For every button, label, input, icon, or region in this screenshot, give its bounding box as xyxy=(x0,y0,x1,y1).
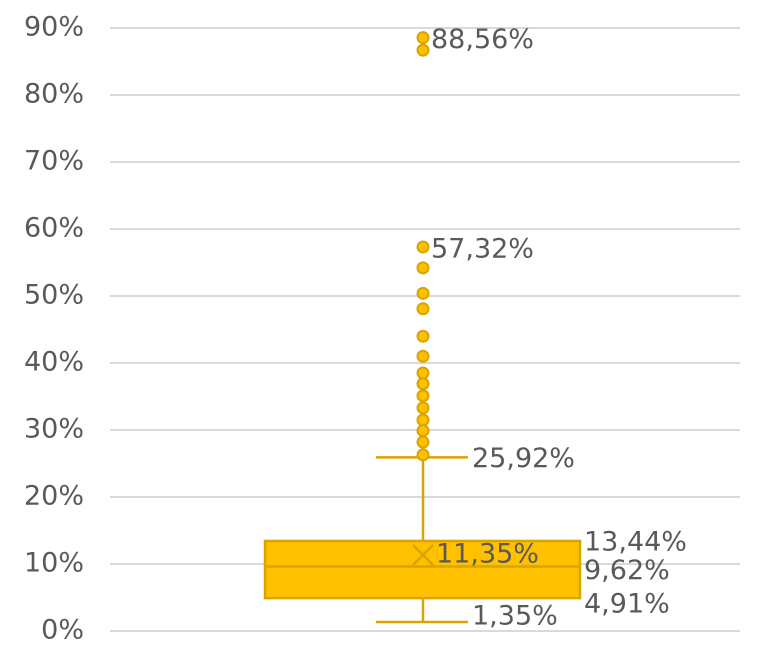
y-tick-label: 40% xyxy=(24,347,84,378)
y-tick-label: 60% xyxy=(24,213,84,244)
outlier xyxy=(416,349,430,363)
outlier xyxy=(416,413,430,427)
y-tick-label: 0% xyxy=(41,615,84,646)
outlier xyxy=(416,401,430,415)
value-label: 4,91% xyxy=(584,589,670,620)
outlier xyxy=(416,240,430,254)
outlier xyxy=(416,286,430,300)
y-tick-label: 50% xyxy=(24,280,84,311)
outlier xyxy=(416,448,430,462)
outlier xyxy=(416,31,430,45)
value-label: 9,62% xyxy=(584,555,670,586)
outlier-label: 88,56% xyxy=(431,24,534,55)
box xyxy=(263,539,582,600)
outlier xyxy=(416,435,430,449)
outlier-label: 57,32% xyxy=(431,233,534,264)
outlier xyxy=(416,43,430,57)
y-tick-label: 30% xyxy=(24,414,84,445)
y-tick-label: 20% xyxy=(24,481,84,512)
y-tick-label: 90% xyxy=(24,12,84,43)
y-tick-label: 70% xyxy=(24,146,84,177)
y-tick-label: 10% xyxy=(24,548,84,579)
outlier xyxy=(416,389,430,403)
y-tick-label: 80% xyxy=(24,79,84,110)
value-label: 13,44% xyxy=(584,526,687,557)
outlier xyxy=(416,424,430,438)
outlier xyxy=(416,377,430,391)
value-label: 25,92% xyxy=(472,443,575,474)
outlier xyxy=(416,302,430,316)
outlier xyxy=(416,329,430,343)
value-label: 11,35% xyxy=(436,538,539,569)
outlier xyxy=(416,366,430,380)
outlier xyxy=(416,261,430,275)
mean-marker xyxy=(412,544,434,566)
value-label: 1,35% xyxy=(472,600,558,631)
